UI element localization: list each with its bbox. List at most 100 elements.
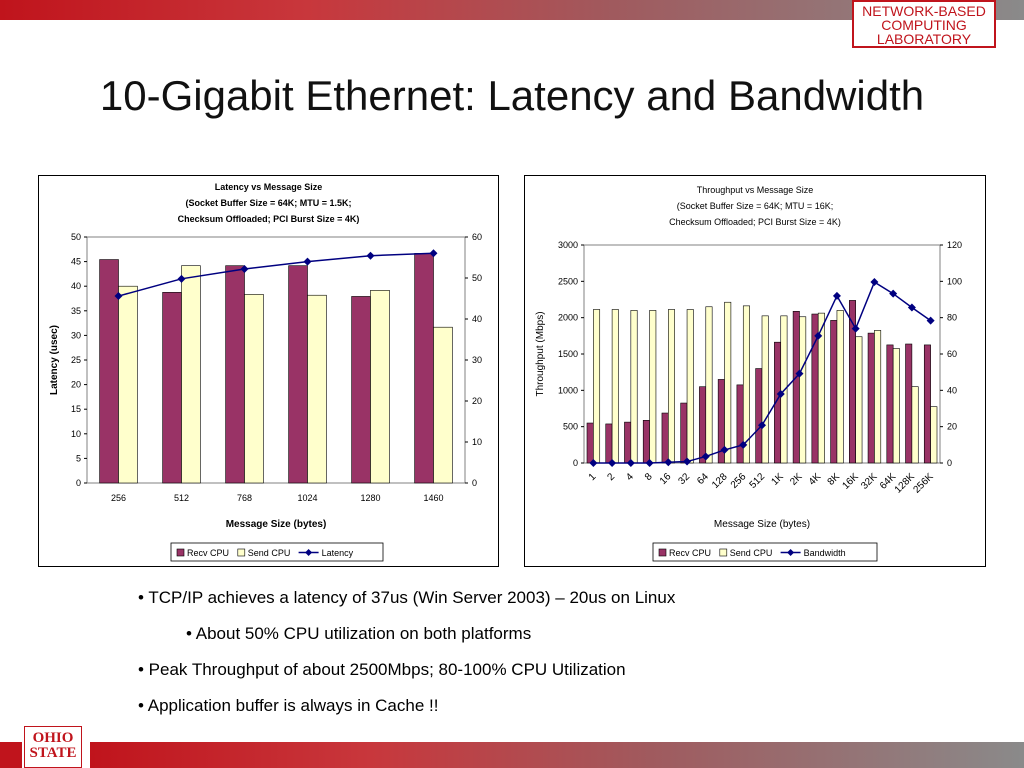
bottom-accent-bar bbox=[90, 742, 1024, 768]
line-marker bbox=[114, 292, 123, 301]
x-tick-label: 16K bbox=[840, 471, 861, 492]
send-cpu-bar bbox=[668, 309, 675, 464]
x-tick-label: 64 bbox=[695, 471, 711, 487]
line-marker bbox=[907, 303, 916, 312]
bottom-accent-left bbox=[0, 742, 22, 768]
line-marker bbox=[701, 452, 710, 461]
x-tick-label: 16 bbox=[658, 471, 674, 487]
send-cpu-bar bbox=[930, 406, 938, 464]
send-cpu-bar bbox=[761, 315, 769, 464]
recv-cpu-bar bbox=[586, 422, 594, 464]
lab-logo-line3: LABORATORY bbox=[876, 31, 972, 47]
line-marker bbox=[870, 278, 879, 287]
line-marker bbox=[608, 459, 617, 467]
y-tick-label: 20 bbox=[71, 380, 81, 390]
recv-cpu-bar bbox=[99, 259, 119, 484]
y2-tick-label: 10 bbox=[472, 437, 482, 447]
line-marker bbox=[739, 440, 748, 449]
lab-logo-line2: COMPUTING bbox=[881, 17, 967, 33]
recv-cpu-bar bbox=[642, 420, 650, 464]
send-cpu-bar bbox=[307, 294, 327, 484]
y-tick-label: 10 bbox=[71, 429, 81, 439]
recv-cpu-bar bbox=[905, 343, 913, 464]
line-marker bbox=[429, 249, 438, 258]
legend-box bbox=[170, 542, 384, 562]
y-tick-label: 3000 bbox=[558, 240, 578, 250]
line-marker bbox=[926, 316, 935, 325]
x-tick-label: 4 bbox=[624, 471, 636, 483]
send-cpu-bar bbox=[742, 305, 750, 464]
line-marker bbox=[626, 459, 635, 467]
recv-cpu-bar bbox=[288, 265, 308, 484]
recv-cpu-bar bbox=[605, 423, 613, 464]
recv-cpu-bar bbox=[680, 402, 688, 464]
legend-label: Send CPU bbox=[248, 548, 291, 558]
send-cpu-bar bbox=[244, 294, 264, 484]
recv-cpu-bar bbox=[414, 253, 434, 484]
y-axis-title: Throughput (Mbps) bbox=[535, 311, 546, 396]
legend-recv-swatch bbox=[176, 548, 185, 557]
line-marker bbox=[177, 274, 186, 283]
x-tick-label: 32K bbox=[859, 471, 880, 492]
line-marker bbox=[589, 459, 598, 467]
y-tick-label: 50 bbox=[71, 232, 81, 242]
bullet-1: • TCP/IP achieves a latency of 37us (Win… bbox=[138, 588, 676, 607]
latency-chart: Latency vs Message Size (Socket Buffer Si… bbox=[38, 175, 499, 567]
chart-title-line: Throughput vs Message Size bbox=[697, 185, 814, 195]
line-marker bbox=[832, 291, 841, 300]
send-cpu-bar bbox=[649, 310, 657, 464]
y2-tick-label: 50 bbox=[472, 273, 482, 283]
chart-title-line: Checksum Offloaded; PCI Burst Size = 4K) bbox=[178, 214, 360, 224]
y-axis-title: Latency (usec) bbox=[49, 325, 60, 395]
chart-title-line: Checksum Offloaded; PCI Burst Size = 4K) bbox=[669, 217, 841, 227]
line-marker bbox=[851, 324, 860, 333]
chart2-svg: Throughput vs Message Size (Socket Buffer… bbox=[535, 185, 962, 562]
send-cpu-bar bbox=[705, 306, 713, 464]
lab-logo: NETWORK-BASED COMPUTING LABORATORY bbox=[852, 0, 996, 48]
top-accent-bar bbox=[0, 0, 1024, 20]
y-tick-label: 0 bbox=[573, 458, 578, 468]
lab-logo-line1: NETWORK-BASED bbox=[862, 3, 986, 19]
line-marker bbox=[814, 331, 823, 340]
y-tick-label: 15 bbox=[71, 404, 81, 414]
recv-cpu-bar bbox=[849, 300, 856, 464]
line-marker bbox=[683, 457, 692, 466]
line-marker bbox=[664, 458, 673, 467]
legend-marker bbox=[305, 549, 313, 556]
plot-area bbox=[86, 236, 466, 484]
recv-cpu-bar bbox=[923, 344, 931, 464]
send-cpu-bar bbox=[611, 309, 619, 464]
send-cpu-bar bbox=[370, 290, 390, 484]
y-tick-label: 500 bbox=[563, 422, 578, 432]
line-marker bbox=[720, 445, 729, 454]
legend-label: Recv CPU bbox=[187, 548, 229, 558]
recv-cpu-bar bbox=[624, 421, 632, 464]
x-axis-title: Message Size (bytes) bbox=[714, 519, 810, 530]
y-tick-label: 2000 bbox=[558, 313, 578, 323]
recv-cpu-bar bbox=[830, 320, 838, 464]
line-marker bbox=[758, 421, 766, 430]
recv-cpu-bar bbox=[755, 368, 763, 464]
y-tick-label: 25 bbox=[71, 355, 81, 365]
y2-tick-label: 40 bbox=[472, 314, 482, 324]
logo-line1: OHIO bbox=[32, 730, 74, 746]
recv-cpu-bar bbox=[867, 332, 875, 464]
recv-cpu-bar bbox=[661, 412, 669, 464]
ohio-state-logo: OHIO STATE bbox=[24, 726, 82, 768]
line-marker bbox=[240, 264, 249, 273]
y2-tick-label: 0 bbox=[472, 478, 477, 488]
y-tick-label: 30 bbox=[71, 330, 81, 340]
chart-title-line: Latency vs Message Size bbox=[215, 182, 323, 192]
y2-tick-label: 60 bbox=[472, 232, 482, 242]
x-tick-label: 1024 bbox=[297, 493, 317, 503]
x-tick-label: 2 bbox=[606, 471, 618, 483]
send-cpu-bar bbox=[874, 330, 882, 464]
send-cpu-bar bbox=[724, 301, 732, 464]
y2-tick-label: 20 bbox=[472, 396, 482, 406]
x-tick-label: 768 bbox=[237, 493, 252, 503]
send-cpu-bar bbox=[836, 310, 844, 464]
recv-cpu-bar bbox=[792, 311, 800, 464]
send-cpu-bar bbox=[630, 310, 638, 464]
y-tick-label: 1000 bbox=[558, 385, 578, 395]
recv-cpu-bar bbox=[162, 292, 182, 484]
